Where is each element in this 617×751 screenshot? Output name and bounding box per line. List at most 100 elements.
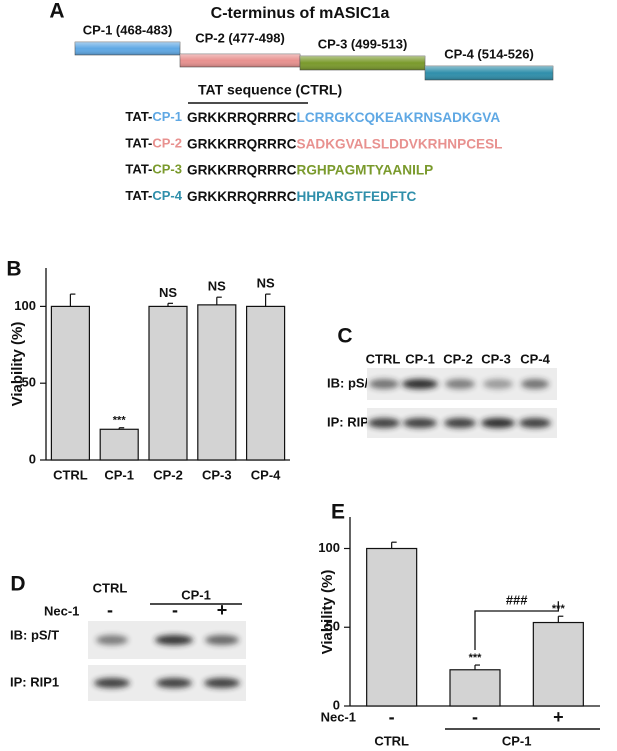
- lane-label: CP-4: [520, 351, 550, 366]
- peptide-prefix: TAT-: [125, 109, 152, 124]
- bar: [148, 305, 188, 461]
- sequence-base: GRKKRRQRRRC: [187, 162, 297, 177]
- blot-band: [521, 379, 549, 389]
- peptide-sequence: GRKKRRQRRRCSADKGVALSLDDVKRHNPCESL: [187, 136, 502, 151]
- treatment-sign: -: [107, 600, 113, 620]
- y-tick-label: 0: [333, 697, 340, 712]
- x-tick-label: CTRL: [53, 467, 88, 482]
- bar: [246, 305, 286, 461]
- peptide-prefix: TAT-: [125, 188, 152, 203]
- x-tick-label: CP-4: [251, 467, 281, 482]
- sequence-base: GRKKRRQRRRC: [187, 188, 297, 203]
- blot-band: [403, 418, 437, 428]
- y-tick-label: 50: [22, 375, 36, 390]
- blot-row-label: IB: pS/T: [327, 375, 376, 390]
- bar: [50, 305, 91, 461]
- lane-label: CP-2: [443, 351, 473, 366]
- blot-band: [519, 418, 551, 428]
- y-axis-label: Viability (%): [9, 322, 26, 407]
- sequence-tail: SADKGVALSLDDVKRHNPCESL: [297, 136, 503, 151]
- group-label: CTRL: [374, 733, 409, 748]
- lane-label: CP-3: [481, 351, 511, 366]
- blot-band: [402, 379, 438, 389]
- significance-label: ***: [469, 652, 483, 664]
- treatment-sign: -: [389, 707, 395, 727]
- peptide-prefix: TAT-: [125, 136, 152, 151]
- blot-band: [481, 418, 515, 428]
- comparison-bracket: [474, 601, 559, 651]
- group-label: CP-1: [181, 587, 211, 602]
- treatment-sign: +: [217, 600, 228, 620]
- bar: [532, 621, 584, 707]
- y-tick-label: 50: [326, 619, 340, 634]
- x-tick-label: CP-1: [104, 467, 134, 482]
- fragment-shine: [300, 56, 425, 70]
- group-label: CP-1: [502, 733, 532, 748]
- blot-band: [205, 635, 239, 645]
- blot-band: [94, 678, 130, 688]
- panel-label: E: [331, 501, 345, 524]
- peptide-id: CP-4: [152, 188, 182, 203]
- blot-band: [444, 418, 476, 428]
- tat-label: TAT sequence (CTRL): [198, 82, 342, 98]
- peptide-sequence: GRKKRRQRRRCHHPARGTFEDFTC: [187, 188, 417, 203]
- x-tick-label: CP-3: [202, 467, 232, 482]
- panel-label: B: [6, 258, 21, 281]
- fragment-label: CP-3 (499-513): [318, 36, 408, 51]
- peptide-prefix: TAT-: [125, 162, 152, 177]
- peptide-name: TAT-CP-4: [125, 188, 182, 203]
- bar: [449, 669, 501, 707]
- significance-label: NS: [208, 279, 226, 294]
- fragment-shine: [425, 66, 553, 80]
- blot-band: [445, 379, 475, 389]
- treatment-sign: -: [172, 600, 178, 620]
- blot-band: [483, 379, 513, 389]
- sequence-base: GRKKRRQRRRC: [187, 136, 297, 151]
- fragment-shine: [75, 42, 180, 55]
- panel-label: C: [337, 325, 352, 348]
- blot-band: [369, 379, 399, 389]
- significance-label: ***: [113, 415, 127, 427]
- blot-row-label: IB: pS/T: [10, 627, 59, 642]
- significance-label: NS: [257, 276, 275, 291]
- peptide-id: CP-3: [152, 162, 182, 177]
- peptide-sequence: GRKKRRQRRRCRGHPAGMTYAANILP: [187, 162, 433, 177]
- panel-title: C-terminus of mASIC1a: [211, 5, 390, 22]
- panel-label: D: [10, 573, 25, 596]
- bar: [366, 547, 418, 707]
- fragment-label: CP-4 (514-526): [444, 46, 534, 61]
- peptide-id: CP-1: [152, 109, 182, 124]
- blot-band: [96, 635, 128, 645]
- x-tick-label: CP-2: [153, 467, 183, 482]
- peptide-name: TAT-CP-2: [125, 136, 182, 151]
- blot-band: [156, 678, 192, 688]
- bar: [99, 428, 139, 461]
- fragment-shine: [180, 54, 300, 67]
- blot-row-label: IP: RIP1: [10, 674, 59, 689]
- fragment-label: CP-1 (468-483): [83, 22, 173, 37]
- sequence-tail: RGHPAGMTYAANILP: [297, 162, 434, 177]
- blot-band: [155, 635, 193, 645]
- peptide-name: TAT-CP-1: [125, 109, 182, 124]
- sequence-base: GRKKRRQRRRC: [187, 110, 297, 125]
- blot-band: [368, 418, 400, 428]
- y-axis-label: Viability (%): [319, 570, 336, 655]
- bar: [197, 304, 237, 461]
- sequence-tail: LCRRGKCQKEAKRNSADKGVA: [297, 110, 501, 125]
- blot-row-label: IP: RIP1: [327, 414, 376, 429]
- fragment-label: CP-2 (477-498): [195, 30, 285, 45]
- y-tick-label: 100: [318, 540, 340, 555]
- treatment-sign: +: [553, 707, 564, 727]
- peptide-name: TAT-CP-3: [125, 162, 182, 177]
- significance-label: NS: [159, 285, 177, 300]
- treatment-label: Nec-1: [44, 603, 79, 618]
- peptide-sequence: GRKKRRQRRRCLCRRGKCQKEAKRNSADKGVA: [187, 110, 500, 125]
- blot-band: [204, 678, 240, 688]
- treatment-sign: -: [472, 707, 478, 727]
- y-tick-label: 0: [29, 451, 36, 466]
- treatment-label: Nec-1: [321, 709, 356, 724]
- sequence-tail: HHPARGTFEDFTC: [297, 188, 417, 203]
- group-label: CTRL: [93, 580, 128, 595]
